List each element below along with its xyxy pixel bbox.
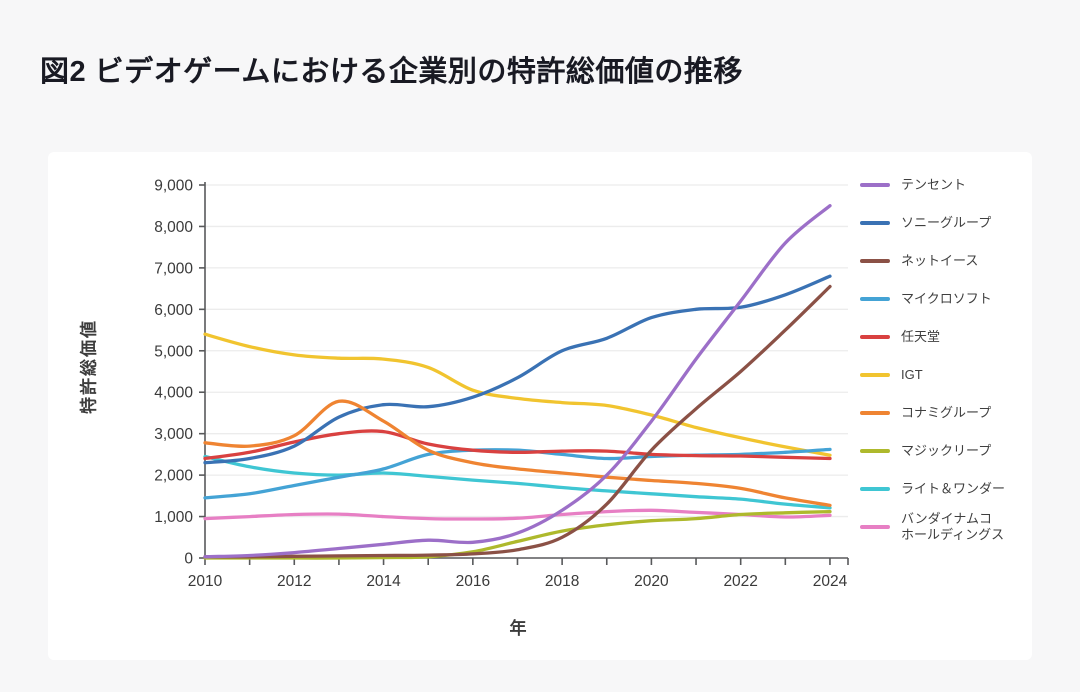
series-line: [203, 509, 832, 560]
legend-swatch: [860, 297, 890, 301]
y-tick-label: 9,000: [154, 178, 193, 195]
legend-label: IGT: [901, 366, 923, 382]
legend-label: テンセント: [901, 176, 967, 192]
legend-swatch: [860, 449, 890, 453]
series-line: [203, 284, 832, 559]
figure-title: 図2 ビデオゲームにおける企業別の特許総価値の推移: [40, 56, 743, 88]
legend-label: 任天堂: [901, 328, 941, 344]
legend-label: バンダイナムコ ホールディングス: [901, 510, 1005, 542]
x-tick-label: 2024: [813, 573, 848, 590]
legend-label: マイクロソフト: [901, 290, 992, 306]
legend-item: マジックリープ: [860, 432, 1030, 470]
legend-item: 任天堂: [860, 318, 1030, 356]
x-axis-label: 年: [509, 619, 527, 638]
legend-item: マイクロソフト: [860, 280, 1030, 318]
x-tick-label: 2016: [456, 573, 490, 590]
series-line: [203, 399, 832, 508]
y-tick-label: 3,000: [154, 426, 193, 443]
y-tick-label: 6,000: [154, 302, 193, 319]
legend-label: ソニーグループ: [901, 214, 992, 230]
x-tick-label: 2010: [188, 573, 223, 590]
legend-item: IGT: [860, 356, 1030, 394]
legend-label: マジックリープ: [901, 442, 992, 458]
legend-item: ネットイース: [860, 242, 1030, 280]
series-line: [203, 454, 832, 510]
legend-item: ライト＆ワンダー: [860, 470, 1030, 508]
legend-swatch: [860, 221, 890, 225]
x-tick-label: 2020: [634, 573, 669, 590]
y-tick-label: 0: [184, 551, 193, 568]
legend-swatch: [860, 335, 890, 339]
y-tick-label: 5,000: [154, 343, 193, 360]
y-tick-label: 4,000: [154, 385, 193, 402]
y-tick-label: 7,000: [154, 260, 193, 277]
x-tick-label: 2018: [545, 573, 579, 590]
legend-swatch: [860, 525, 890, 529]
legend-item: テンセント: [860, 166, 1030, 204]
series-line: [203, 204, 832, 559]
legend-item: コナミグループ: [860, 394, 1030, 432]
x-tick-label: 2014: [366, 573, 401, 590]
y-tick-label: 2,000: [154, 468, 193, 485]
y-tick-label: 8,000: [154, 219, 193, 236]
y-axis-label: 特許総価値: [79, 319, 99, 414]
legend-label: コナミグループ: [901, 404, 992, 420]
chart-svg: 0 1,000 2,000 3,000 4,000 5,000 6,000 7,000 8,00…: [154, 178, 849, 590]
legend-swatch: [860, 411, 890, 415]
series-line: [203, 274, 832, 465]
legend-swatch: [860, 373, 890, 377]
y-tick-label: 1,000: [154, 509, 193, 526]
legend-label: ライト＆ワンダー: [901, 480, 1006, 496]
series-line: [203, 332, 832, 457]
legend-label: ネットイース: [901, 252, 979, 268]
legend-swatch: [860, 183, 890, 187]
series-line: [203, 508, 832, 521]
legend: テンセントソニーグループ ネットイース マイクロソフト 任天堂 IGT コナミグループ マジ…: [860, 166, 1030, 546]
legend-swatch: [860, 259, 890, 263]
x-tick-label: 2022: [723, 573, 757, 590]
x-tick-label: 2012: [277, 573, 311, 590]
legend-item: ソニーグループ: [860, 204, 1030, 242]
legend-item: バンダイナムコ ホールディングス: [860, 508, 1030, 546]
chart-panel: 0 1,000 2,000 3,000 4,000 5,000 6,000 7,000 8,00…: [48, 152, 1032, 660]
legend-swatch: [860, 487, 890, 491]
